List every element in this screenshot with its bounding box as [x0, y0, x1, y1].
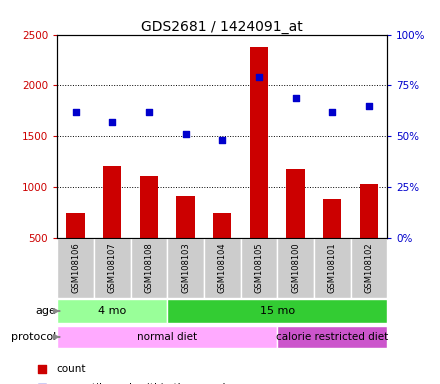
Bar: [57, 238, 94, 298]
Point: [365, 103, 372, 109]
Point: [292, 94, 299, 101]
Text: calorie restricted diet: calorie restricted diet: [276, 332, 389, 342]
Bar: [277, 326, 387, 348]
Bar: [277, 238, 314, 298]
Bar: [103, 166, 121, 289]
Bar: [323, 199, 341, 289]
Point: [329, 109, 336, 115]
Bar: [94, 238, 131, 298]
Bar: [360, 184, 378, 289]
Bar: [140, 176, 158, 289]
Point: [255, 74, 262, 80]
Text: GSM108105: GSM108105: [254, 243, 264, 293]
Bar: [57, 326, 277, 348]
Bar: [314, 238, 351, 298]
Bar: [66, 213, 85, 289]
Text: GSM108104: GSM108104: [218, 243, 227, 293]
Text: 4 mo: 4 mo: [98, 306, 126, 316]
Text: GSM108101: GSM108101: [328, 243, 337, 293]
Bar: [351, 238, 387, 298]
Text: GSM108100: GSM108100: [291, 243, 300, 293]
Point: [109, 119, 116, 125]
Text: GSM108102: GSM108102: [364, 243, 374, 293]
Point: [145, 109, 152, 115]
Text: GSM108103: GSM108103: [181, 242, 190, 293]
Text: count: count: [56, 364, 86, 374]
Text: GSM108108: GSM108108: [144, 242, 154, 293]
Text: age: age: [36, 306, 56, 316]
Bar: [131, 238, 167, 298]
Bar: [176, 196, 195, 289]
Point: [182, 131, 189, 137]
Text: GSM108106: GSM108106: [71, 242, 80, 293]
Point: [72, 109, 79, 115]
Text: GSM108107: GSM108107: [108, 242, 117, 293]
Text: 15 mo: 15 mo: [260, 306, 295, 316]
Point: [219, 137, 226, 144]
Bar: [286, 169, 305, 289]
Bar: [167, 299, 387, 323]
Bar: [204, 238, 241, 298]
Bar: [241, 238, 277, 298]
Point: [271, 303, 279, 310]
Text: protocol: protocol: [11, 332, 56, 342]
Text: percentile rank within the sample: percentile rank within the sample: [56, 383, 232, 384]
Text: normal diet: normal diet: [137, 332, 197, 342]
Bar: [213, 213, 231, 289]
Point: [271, 129, 279, 135]
Bar: [250, 47, 268, 289]
Title: GDS2681 / 1424091_at: GDS2681 / 1424091_at: [141, 20, 303, 33]
Bar: [57, 299, 167, 323]
Bar: [167, 238, 204, 298]
